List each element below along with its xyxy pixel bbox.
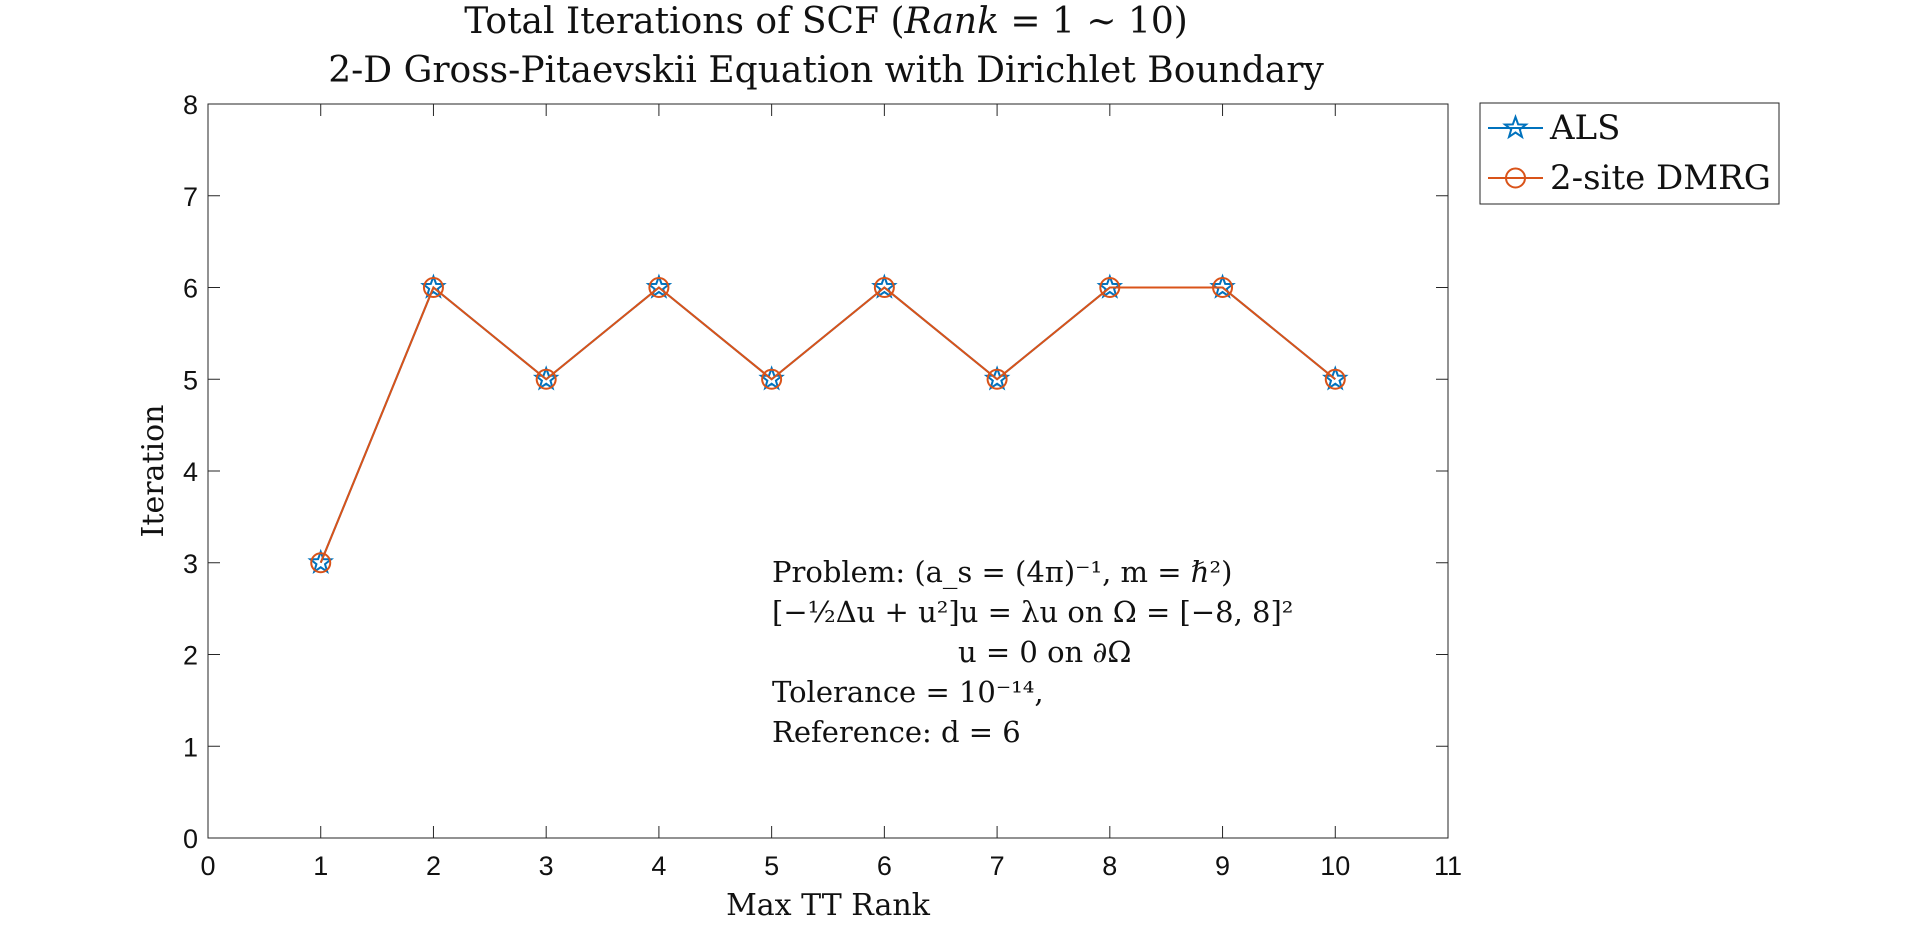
legend-entry: ALS bbox=[1488, 108, 1620, 148]
x-tick-label: 2 bbox=[426, 851, 441, 881]
y-tick-label: 5 bbox=[183, 365, 198, 395]
annotation-line2: [−½Δu + u²]u = λu on Ω = [−8, 8]² bbox=[772, 595, 1293, 629]
circle-marker bbox=[1099, 277, 1121, 298]
circle-marker bbox=[422, 277, 444, 298]
legend-label: ALS bbox=[1549, 108, 1620, 148]
chart-title-line2: 2-D Gross-Pitaevskii Equation with Diric… bbox=[328, 50, 1324, 91]
x-tick-label: 4 bbox=[651, 851, 666, 881]
legend-star-marker bbox=[1502, 114, 1529, 140]
legend-entry: 2-site DMRG bbox=[1488, 158, 1771, 198]
annotation-line5: Reference: d = 6 bbox=[772, 715, 1021, 749]
y-tick-label: 8 bbox=[183, 90, 198, 120]
y-tick-labels: 0 1 2 3 4 5 6 7 8 bbox=[183, 90, 198, 854]
circle-marker bbox=[761, 368, 783, 390]
x-tick-label: 3 bbox=[539, 851, 554, 881]
series-layer bbox=[307, 273, 1349, 575]
annotation-line1: Problem: (a_s = (4π)⁻¹, m = ℏ²) bbox=[772, 555, 1232, 590]
axis-ticks bbox=[207, 103, 1449, 839]
legend-box bbox=[1479, 102, 1780, 205]
x-tick-label: 9 bbox=[1215, 851, 1230, 881]
annotation-line4: Tolerance = 10⁻¹⁴, bbox=[772, 675, 1044, 709]
y-tick-label: 2 bbox=[183, 641, 198, 671]
circle-marker bbox=[1324, 368, 1346, 390]
x-tick-label: 10 bbox=[1320, 851, 1350, 881]
chart-title-line1: Total Iterations of SCF (Rank = 1 ∼ 10) bbox=[464, 1, 1188, 42]
circle-marker bbox=[310, 552, 332, 574]
legend: ALS 2-site DMRG bbox=[1479, 102, 1780, 205]
series-line bbox=[319, 285, 1336, 564]
x-tick-label: 6 bbox=[877, 851, 892, 881]
x-tick-label: 7 bbox=[990, 851, 1005, 881]
legend-label: 2-site DMRG bbox=[1550, 158, 1771, 198]
plot-area bbox=[207, 103, 1449, 839]
annotation-box: Problem: (a_s = (4π)⁻¹, m = ℏ²) [−½Δu + … bbox=[772, 555, 1293, 749]
x-tick-label: 8 bbox=[1102, 851, 1117, 881]
x-tick-label: 11 bbox=[1434, 851, 1462, 881]
x-tick-label: 1 bbox=[313, 851, 328, 881]
y-axis-label: Iteration bbox=[136, 405, 171, 538]
series-dmrg bbox=[310, 277, 1346, 574]
y-tick-label: 3 bbox=[183, 549, 198, 579]
x-axis-label: Max TT Rank bbox=[726, 888, 931, 923]
circle-marker bbox=[1212, 277, 1234, 298]
y-tick-label: 4 bbox=[183, 457, 198, 487]
circle-marker bbox=[986, 368, 1008, 390]
legend-circle-marker bbox=[1505, 167, 1526, 189]
y-tick-label: 6 bbox=[183, 274, 198, 304]
circle-marker bbox=[535, 368, 557, 390]
x-tick-labels: 0 1 2 3 4 5 6 7 8 9 10 11 bbox=[200, 851, 1462, 881]
annotation-line3: u = 0 on ∂Ω bbox=[958, 635, 1131, 669]
y-tick-label: 0 bbox=[183, 824, 198, 854]
circle-marker bbox=[873, 277, 895, 298]
x-tick-label: 5 bbox=[764, 851, 779, 881]
y-tick-label: 7 bbox=[183, 182, 198, 212]
x-tick-label: 0 bbox=[200, 851, 215, 881]
y-tick-label: 1 bbox=[183, 732, 198, 762]
circle-marker bbox=[648, 277, 670, 298]
